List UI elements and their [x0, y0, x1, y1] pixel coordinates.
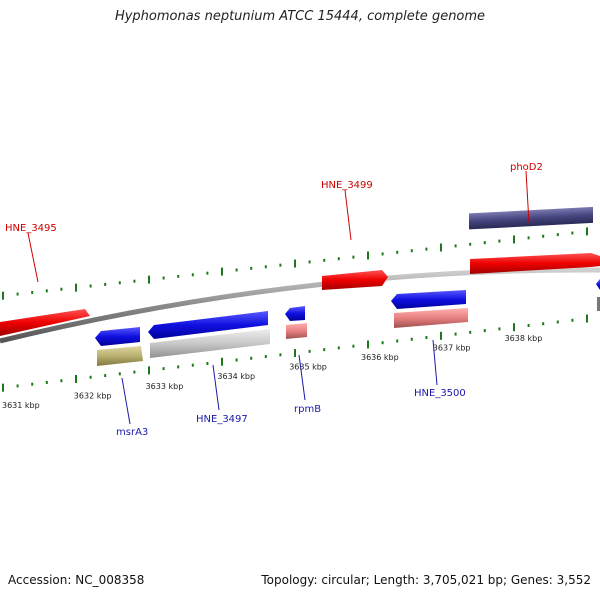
- scale-label: 3632 kbp: [74, 391, 112, 400]
- gene-label-hne-3495: HNE_3495: [5, 223, 57, 234]
- scale-label: 3633 kbp: [146, 382, 184, 391]
- leader-msra3: [121, 377, 131, 425]
- leader-rpmb: [298, 354, 306, 401]
- feature-bar-rpmb: [286, 323, 307, 339]
- gene-label-msra3: msrA3: [116, 427, 148, 438]
- leader-hne-3500: [432, 339, 438, 386]
- gene-label-hne-3500: HNE_3500: [414, 388, 466, 399]
- leader-phod2: [525, 170, 530, 224]
- gene-label-hne-3499: HNE_3499: [321, 180, 373, 191]
- map-title: Hyphomonas neptunium ATCC 15444, complet…: [114, 9, 486, 24]
- gene-arrow-rpmb[interactable]: [285, 306, 305, 321]
- tick-row-upper: [2, 227, 588, 300]
- leader-hne-3497: [212, 364, 220, 411]
- feature-bar-msra3: [97, 346, 143, 366]
- gene-arrow-hne-3500[interactable]: [391, 290, 466, 309]
- feature-bar-phod2: [469, 206, 593, 230]
- scale-label: 3638 kbp: [505, 334, 543, 343]
- gene-arrow-hne-3499[interactable]: [322, 270, 388, 290]
- scale-label: 3631 kbp: [2, 401, 40, 410]
- gene-arrow-hne-3497[interactable]: [148, 311, 268, 339]
- feature-bar-hne-3500: [394, 308, 468, 328]
- gene-label-hne-3497: HNE_3497: [196, 414, 248, 425]
- feature-bar-hne-3497: [150, 329, 270, 358]
- scale-label: 3634 kbp: [217, 372, 255, 381]
- gene-label-phod2: phoD2: [510, 162, 543, 173]
- leader-hne-3495: [27, 232, 39, 283]
- scale-label: 3635 kbp: [289, 363, 327, 372]
- scale-labels: 3631 kbp 3632 kbp 3633 kbp 3634 kbp 3635 kbp…: [2, 334, 542, 410]
- scale-label: 3637 kbp: [433, 343, 471, 352]
- genome-summary-text: Topology: circular; Length: 3,705,021 bp…: [261, 573, 591, 587]
- gene-arrow-hne-3495[interactable]: [0, 309, 90, 336]
- scale-label: 3636 kbp: [361, 353, 399, 362]
- leader-hne-3499: [344, 189, 352, 241]
- gene-arrow-msra3[interactable]: [95, 327, 140, 346]
- gene-label-rpmb: rpmB: [294, 404, 321, 415]
- feature-bar-edge: [597, 297, 600, 311]
- accession-text: Accession: NC_008358: [8, 573, 145, 587]
- gene-arrow-phod2[interactable]: [470, 253, 600, 274]
- gene-arrow-edge[interactable]: [596, 279, 600, 290]
- tick-row-lower: [2, 314, 588, 392]
